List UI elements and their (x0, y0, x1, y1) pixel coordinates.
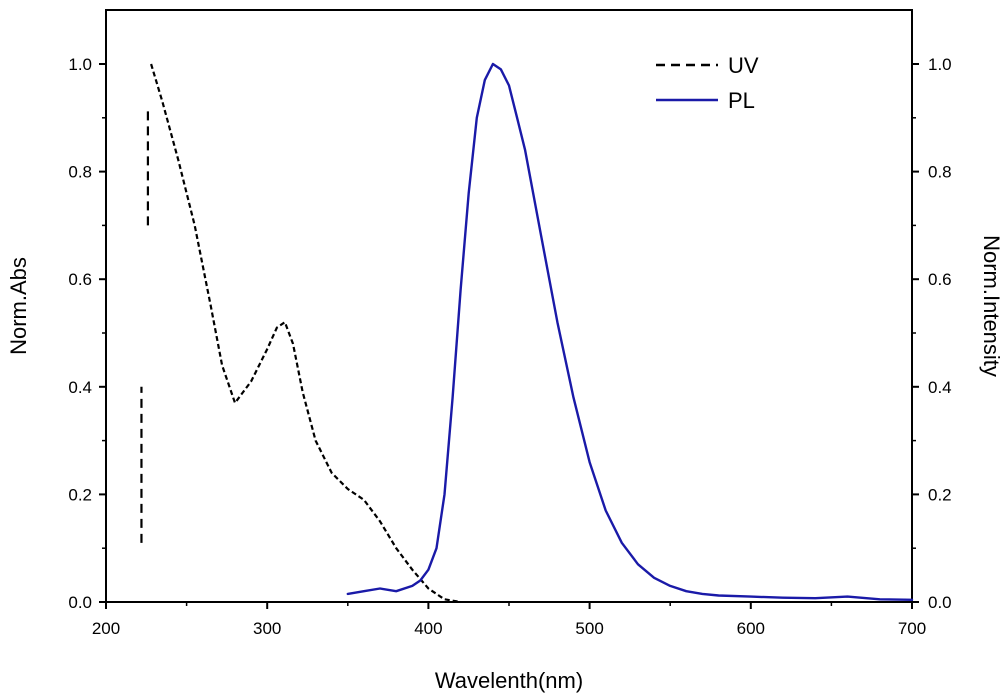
left-y-tick-label: 1.0 (68, 55, 92, 74)
x-tick-label: 600 (737, 619, 765, 638)
x-tick-label: 700 (898, 619, 926, 638)
right-y-axis-ticks: 0.0 0.2 0.4 0.6 0.8 1.0 (912, 55, 952, 612)
right-y-tick-label: 0.0 (928, 593, 952, 612)
left-y-axis-ticks: 0.0 0.2 0.4 0.6 0.8 1.0 (68, 55, 106, 612)
legend-pl-label: PL (728, 88, 755, 113)
plot-frame (106, 10, 912, 602)
x-tick-label: 400 (414, 619, 442, 638)
series-pl-line (348, 64, 912, 600)
right-y-tick-label: 0.4 (928, 378, 952, 397)
right-y-tick-label: 0.8 (928, 163, 952, 182)
series-uv-line (151, 64, 461, 602)
x-tick-label: 500 (575, 619, 603, 638)
x-tick-label: 300 (253, 619, 281, 638)
right-y-axis-title: Norm.Intensity (979, 235, 1004, 377)
right-y-tick-label: 0.2 (928, 485, 952, 504)
left-y-tick-label: 0.6 (68, 270, 92, 289)
left-y-tick-label: 0.8 (68, 163, 92, 182)
right-y-tick-label: 1.0 (928, 55, 952, 74)
left-y-tick-label: 0.0 (68, 593, 92, 612)
left-y-tick-label: 0.4 (68, 378, 92, 397)
legend-uv-label: UV (728, 53, 759, 78)
left-y-axis-title: Norm.Abs (6, 257, 31, 355)
right-y-tick-label: 0.6 (928, 270, 952, 289)
x-tick-label: 200 (92, 619, 120, 638)
x-axis-title: Wavelenth(nm) (435, 668, 583, 693)
legend: UV PL (656, 53, 759, 113)
series-layer (141, 64, 912, 602)
left-y-tick-label: 0.2 (68, 485, 92, 504)
x-axis-ticks: 200 300 400 500 600 700 (92, 602, 926, 638)
